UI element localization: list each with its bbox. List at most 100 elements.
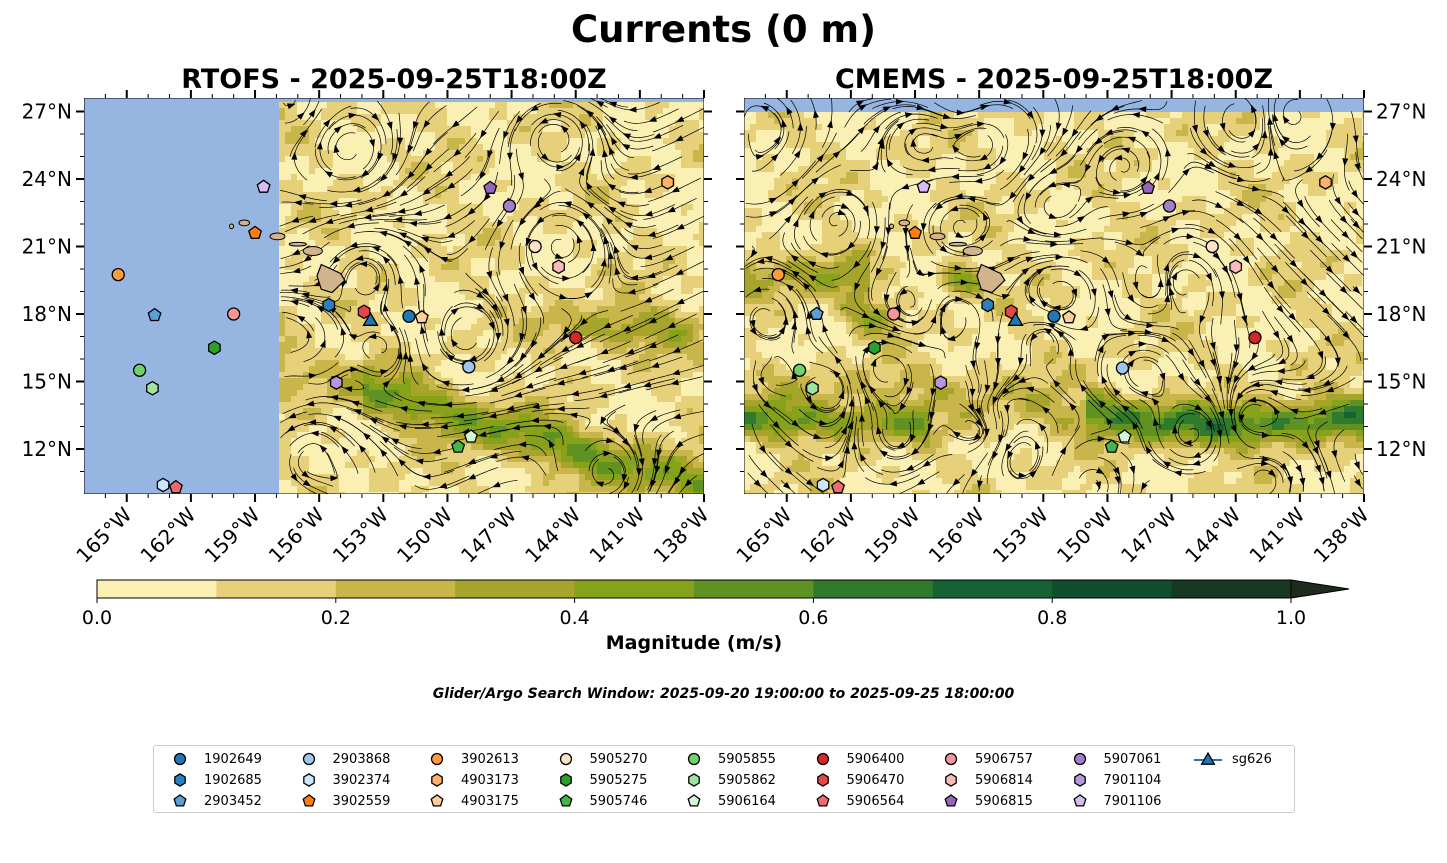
legend-marker [1073, 773, 1086, 787]
lat-tick-label: 18°N [1376, 302, 1426, 326]
lon-tick-label: 144°W [520, 502, 585, 567]
float-marker [208, 340, 221, 356]
legend-marker-icon [301, 794, 316, 807]
legend-label: 5907061 [1103, 751, 1162, 767]
float-marker [1061, 309, 1076, 324]
float-marker [483, 180, 498, 194]
legend-label: 3902559 [332, 793, 391, 809]
float-marker [1047, 309, 1061, 323]
legend-item: 3902559 [293, 791, 391, 811]
legend-label: 5906814 [975, 772, 1033, 788]
legend-marker-icon [174, 773, 186, 787]
legend-item: 5905275 [550, 770, 647, 790]
legend-marker-icon [430, 752, 444, 766]
colorbar-tick-label: 1.0 [1276, 607, 1306, 629]
legend-item: 5906757 [935, 749, 1033, 769]
legend-label: 5906470 [846, 772, 905, 788]
lon-tick-label: 150°W [392, 502, 457, 567]
lon-tick-label: 147°W [456, 502, 521, 567]
legend-item: 5906164 [678, 791, 776, 811]
island-small [929, 232, 946, 241]
legend-label: 7901106 [1103, 793, 1162, 809]
float-marker [414, 310, 429, 324]
float-marker [792, 363, 807, 377]
float-marker [227, 307, 241, 321]
legend-marker [431, 773, 443, 787]
legend-item: 7901104 [1064, 770, 1162, 790]
float-marker [528, 239, 542, 254]
colorbar: 0.0 0.2 0.4 0.6 0.8 1.0 [82, 579, 1350, 629]
legend-label: 5905862 [718, 772, 776, 788]
legend-item: 5906815 [935, 791, 1033, 811]
main-title: Currents (0 m) [570, 8, 876, 51]
legend-label: 5906564 [846, 793, 905, 809]
legend-marker [1072, 794, 1087, 807]
float-marker [1162, 199, 1177, 213]
legend-marker-icon [559, 773, 572, 787]
colorbar-tick-label: 0.2 [321, 607, 351, 629]
lon-tick-label: 165°W [71, 502, 136, 567]
lat-tick-label: 24°N [1376, 167, 1426, 191]
float-marker [357, 304, 371, 320]
float-marker [502, 199, 517, 213]
float-marker [248, 225, 263, 239]
colorbar-tick-label: 0.6 [798, 607, 828, 629]
legend-label: 5906400 [846, 751, 905, 767]
legend-label: 5906815 [975, 793, 1033, 809]
lat-tick-label: 27°N [1376, 100, 1426, 124]
lat-tick-label: 15°N [22, 370, 72, 394]
colorbar-segment [694, 580, 814, 598]
float-marker [771, 267, 785, 282]
legend-label: 7901104 [1103, 772, 1162, 788]
float-marker [908, 225, 923, 239]
legend-marker-icon [944, 794, 958, 807]
legend-label: 2903452 [204, 793, 262, 809]
legend-marker-icon [302, 773, 315, 787]
legend-item: 5906814 [935, 770, 1033, 790]
island-small [948, 241, 967, 247]
lat-tick-label: 21°N [22, 235, 72, 259]
lon-tick-label: 159°W [860, 502, 925, 567]
float-marker [462, 360, 476, 374]
search-window-text: Glider/Argo Search Window: 2025-09-20 19… [432, 686, 1015, 702]
float-marker [362, 311, 379, 326]
map-rtofs[interactable] [84, 98, 706, 498]
lat-tick-label: 21°N [1376, 235, 1426, 259]
lat-tick-label: 24°N [22, 167, 72, 191]
lat-tick-label: 12°N [1376, 437, 1426, 461]
legend-marker [174, 773, 186, 787]
lat-tick-label: 18°N [22, 302, 72, 326]
panel-title-rtofs: RTOFS - 2025-09-25T18:00Z [181, 64, 607, 95]
legend-marker [302, 752, 315, 766]
float-marker [322, 297, 336, 313]
legend-item: 5905862 [678, 770, 776, 790]
legend-marker-icon [431, 773, 443, 787]
island-small [898, 219, 911, 227]
legend-item: 4903175 [421, 791, 519, 811]
lon-tick-label: 147°W [1116, 502, 1181, 567]
legend-marker-icon [816, 752, 829, 766]
float-marker [146, 380, 159, 396]
colorbar-tick-label: 0.8 [1037, 607, 1067, 629]
map-cmems[interactable] [744, 98, 1368, 497]
legend-marker [430, 752, 444, 766]
legend-label: 1902649 [204, 751, 262, 767]
legend-label: 2903868 [332, 751, 391, 767]
colorbar-label: Magnitude (m/s) [605, 632, 783, 654]
panel-title-cmems: CMEMS - 2025-09-25T18:00Z [834, 64, 1274, 95]
legend-marker-icon [815, 794, 830, 807]
island-hawaii [976, 263, 1006, 294]
float-marker [168, 479, 183, 494]
legend-marker [944, 752, 958, 766]
legend-marker [1200, 751, 1216, 765]
float-marker [806, 380, 819, 396]
island-small [962, 246, 983, 256]
lat-tick-label: 27°N [22, 100, 72, 124]
float-marker [402, 309, 416, 323]
legend-marker [559, 773, 572, 787]
lon-tick-label: 144°W [1180, 502, 1245, 567]
legend-marker [173, 794, 187, 807]
float-marker [1248, 330, 1262, 345]
float-marker [661, 175, 675, 190]
float-marker [111, 267, 125, 282]
